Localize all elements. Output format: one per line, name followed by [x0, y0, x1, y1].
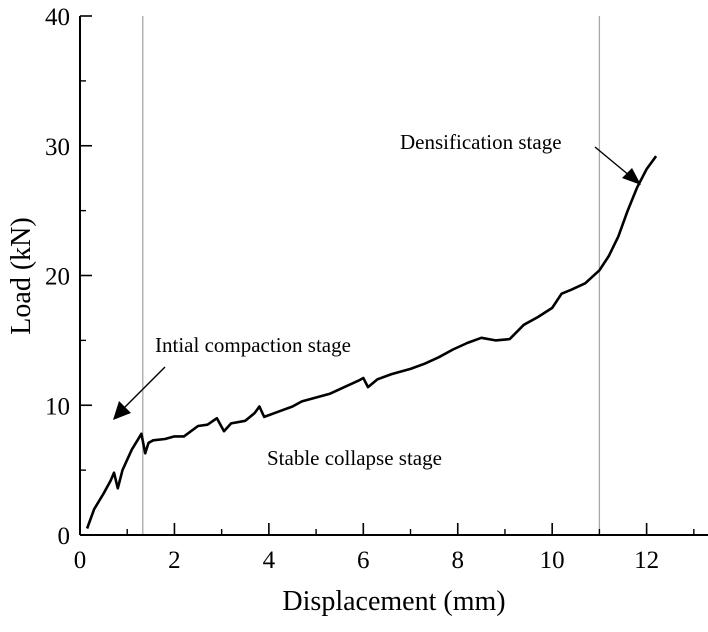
annotation-compaction: Intial compaction stage [155, 333, 351, 357]
arrow-densification [594, 146, 641, 185]
x-tick-label: 12 [634, 547, 659, 574]
y-tick-label: 40 [45, 4, 70, 31]
x-tick-label: 2 [168, 547, 181, 574]
x-axis-label: Displacement (mm) [282, 586, 505, 617]
y-tick-label: 30 [45, 134, 70, 161]
y-tick-label: 20 [45, 264, 70, 291]
arrow-compaction [113, 366, 166, 420]
annotation-collapse: Stable collapse stage [267, 446, 442, 470]
x-tick-label: 4 [263, 547, 276, 574]
y-tick-label: 0 [58, 523, 71, 550]
series-line-load [85, 155, 658, 529]
x-tick-label: 10 [540, 547, 565, 574]
x-tick-label: 0 [74, 547, 87, 574]
annotation-densification: Densification stage [400, 130, 562, 154]
y-tick-label: 10 [45, 393, 70, 420]
x-tick-label: 8 [451, 547, 464, 574]
x-tick-label: 6 [357, 547, 370, 574]
y-axis-label: Load (kN) [6, 217, 37, 334]
